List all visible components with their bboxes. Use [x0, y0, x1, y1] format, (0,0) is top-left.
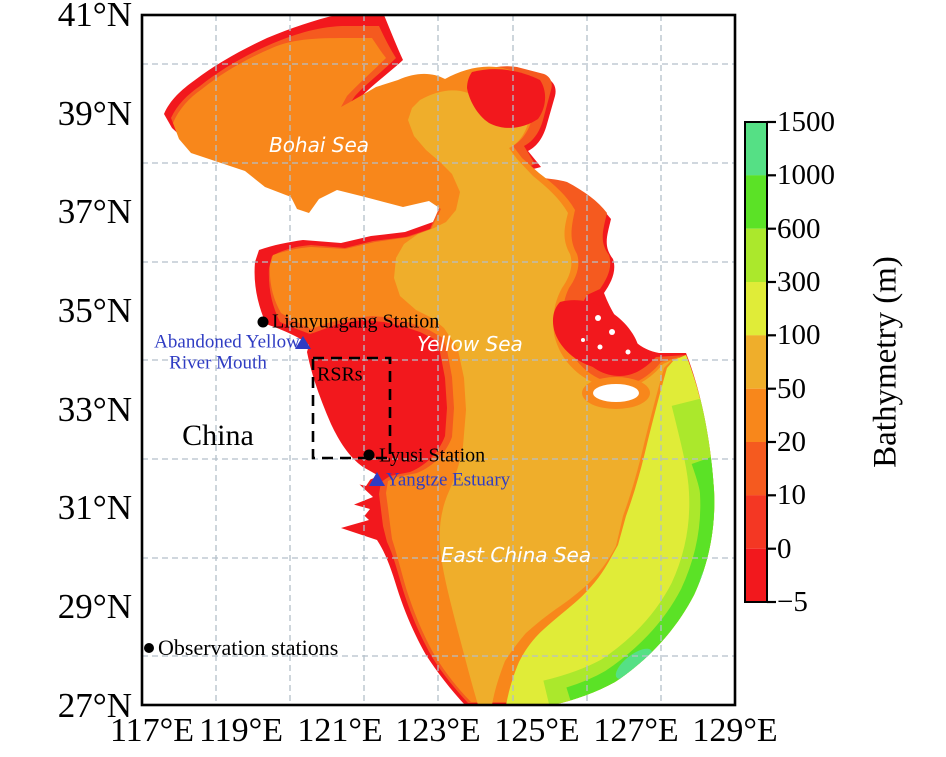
lat-tick-41: 41°N [57, 0, 132, 34]
lat-tick-31: 31°N [57, 488, 132, 527]
depth-600-1000-band [566, 456, 715, 705]
lon-tick-117: 117°E [109, 712, 195, 749]
colorbar-title: Bathymetry (m) [867, 256, 904, 468]
lianyungang-station-label: Lianyungang Station [272, 310, 440, 333]
cbar-tick-0: 0 [777, 533, 792, 565]
island-speck [581, 338, 585, 342]
lon-tick-127: 127°E [593, 712, 679, 749]
yangtze-channel-2 [324, 498, 370, 519]
map-frame [140, 13, 737, 707]
korea-bay-shallow-patch [467, 69, 546, 128]
cbar-tick-600: 600 [777, 213, 821, 245]
cbar-tick-m5: −5 [777, 586, 808, 618]
yangtze-estuary-label: Yangtze Estuary [386, 469, 511, 491]
east-china-sea-label: East China Sea [440, 543, 592, 567]
lat-tick-33: 33°N [57, 390, 132, 429]
korea-islands-shallow-patch [552, 300, 640, 371]
lyusi-station-label: Lyusi Station [379, 444, 486, 467]
lat-tick-37: 37°N [57, 192, 132, 231]
lianyungang-station-marker [257, 316, 269, 328]
colorbar [744, 120, 776, 604]
island-speck [595, 315, 601, 321]
lat-tick-39: 39°N [57, 94, 132, 133]
lon-tick-121: 121°E [297, 712, 383, 749]
colorbar-ticks [767, 120, 776, 604]
lat-tick-35: 35°N [57, 291, 132, 330]
graticule [142, 15, 735, 705]
lon-tick-125: 125°E [494, 712, 580, 749]
cbar-tick-10: 10 [777, 479, 806, 511]
abandoned-yellow-river-label-line1: Abandoned Yellow [154, 331, 300, 353]
depth-50-100-region [394, 81, 672, 705]
colorbar-frame [744, 121, 768, 603]
lat-tick-29: 29°N [57, 587, 132, 626]
lyusi-station-marker [363, 449, 375, 461]
yangtze-estuary-marker [369, 472, 385, 486]
china-label: China [182, 419, 254, 452]
lon-tick-123: 123°E [395, 712, 481, 749]
cbar-tick-1500: 1500 [777, 106, 835, 138]
yangtze-channel [322, 468, 372, 486]
yellow-sea-label: Yellow Sea [417, 332, 523, 356]
abandoned-yellow-river-label-line2: River Mouth [169, 352, 267, 374]
cbar-tick-20: 20 [777, 426, 806, 458]
cbar-tick-300: 300 [777, 266, 821, 298]
lon-tick-129: 129°E [692, 712, 778, 749]
lon-tick-119: 119°E [198, 712, 284, 749]
island-speck [625, 349, 631, 355]
island-speck [597, 344, 603, 350]
abandoned-yellow-river-mouth-marker [295, 336, 311, 349]
observation-stations-legend-label: Observation stations [158, 635, 339, 660]
lat-tick-27: 27°N [57, 686, 132, 725]
rsrs-label: RSRs [317, 363, 363, 386]
observation-stations-bullet [144, 643, 154, 653]
bohai-sea-label: Bohai Sea [268, 133, 370, 157]
cbar-tick-100: 100 [777, 319, 821, 351]
rsrs-study-box [311, 356, 392, 460]
jeju-island [593, 384, 639, 402]
cbar-tick-1000: 1000 [777, 159, 835, 191]
cbar-tick-50: 50 [777, 373, 806, 405]
island-speck [609, 329, 615, 335]
